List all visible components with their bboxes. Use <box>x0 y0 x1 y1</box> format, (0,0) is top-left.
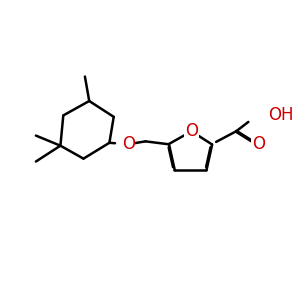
Text: O: O <box>252 135 265 153</box>
Text: O: O <box>185 122 198 140</box>
Text: O: O <box>122 135 135 153</box>
Text: OH: OH <box>268 106 293 124</box>
